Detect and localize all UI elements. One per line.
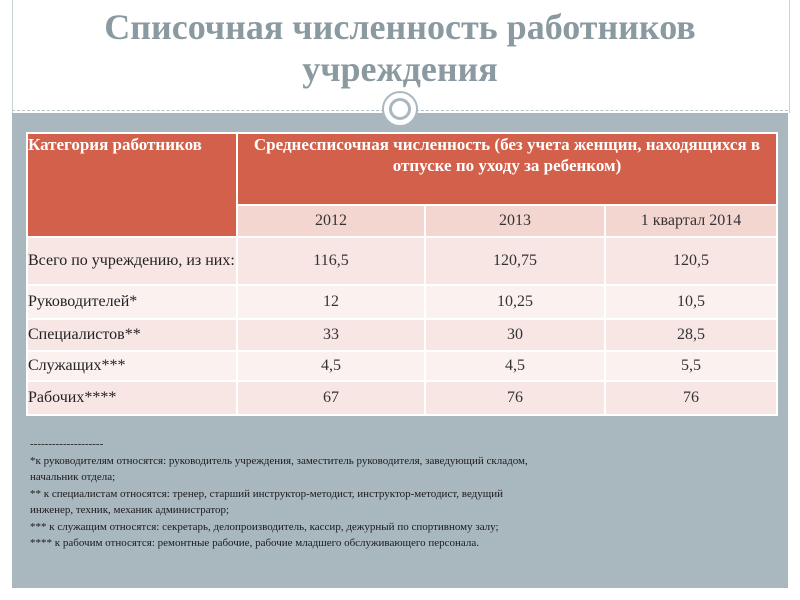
footnote-separator: -------------------- (30, 438, 104, 450)
table-row: Всего по учреждению, из них: 116,5 120,7… (26, 236, 778, 286)
row-value: 10,5 (604, 284, 778, 320)
row-value: 76 (424, 380, 606, 416)
row-value: 28,5 (604, 318, 778, 352)
ring-icon (382, 91, 418, 127)
table-row: Рабочих**** 67 76 76 (26, 380, 778, 416)
row-value: 33 (236, 318, 426, 352)
header-average: Среднесписочная численность (без учета ж… (236, 132, 778, 206)
row-value: 116,5 (236, 236, 426, 286)
slide-title: Списочная численность работников учрежде… (104, 7, 696, 89)
row-value: 120,75 (424, 236, 606, 286)
footnote-line: ** к специалистам относятся: тренер, ста… (30, 487, 504, 517)
header-row: Категория работников Среднесписочная чис… (26, 132, 778, 238)
row-label: Рабочих**** (26, 380, 238, 416)
footnote-line: **** к рабочим относятся: ремонтные рабо… (30, 537, 480, 549)
row-value: 12 (236, 284, 426, 320)
row-value: 67 (236, 380, 426, 416)
row-label: Руководителей* (26, 284, 238, 320)
footnotes: -------------------- *к руководителям от… (30, 436, 530, 552)
row-value: 5,5 (604, 350, 778, 382)
row-value: 4,5 (236, 350, 426, 382)
table-row: Служащих*** 4,5 4,5 5,5 (26, 350, 778, 382)
table-row: Руководителей* 12 10,25 10,5 (26, 284, 778, 320)
footnote-line: *к руководителям относятся: руководитель… (30, 454, 528, 484)
row-value: 76 (604, 380, 778, 416)
row-value: 120,5 (604, 236, 778, 286)
year-2013: 2013 (424, 204, 606, 238)
year-2014-q1: 1 квартал 2014 (604, 204, 778, 238)
year-2012: 2012 (236, 204, 426, 238)
panel-bottom-border (12, 588, 788, 600)
years-row: 2012 2013 1 квартал 2014 (27, 204, 778, 238)
row-label: Служащих*** (26, 350, 238, 382)
table-row: Специалистов** 33 30 28,5 (26, 318, 778, 352)
footnote-line: *** к служащим относятся: секретарь, дел… (30, 520, 499, 533)
ring-inner (389, 98, 411, 120)
row-label: Всего по учреждению, из них: (26, 236, 238, 286)
row-label: Специалистов** (26, 318, 238, 352)
row-value: 30 (424, 318, 606, 352)
header-category: Категория работников (26, 132, 238, 238)
row-value: 10,25 (424, 284, 606, 320)
row-value: 4,5 (424, 350, 606, 382)
staff-table: Категория работников Среднесписочная чис… (26, 132, 778, 416)
